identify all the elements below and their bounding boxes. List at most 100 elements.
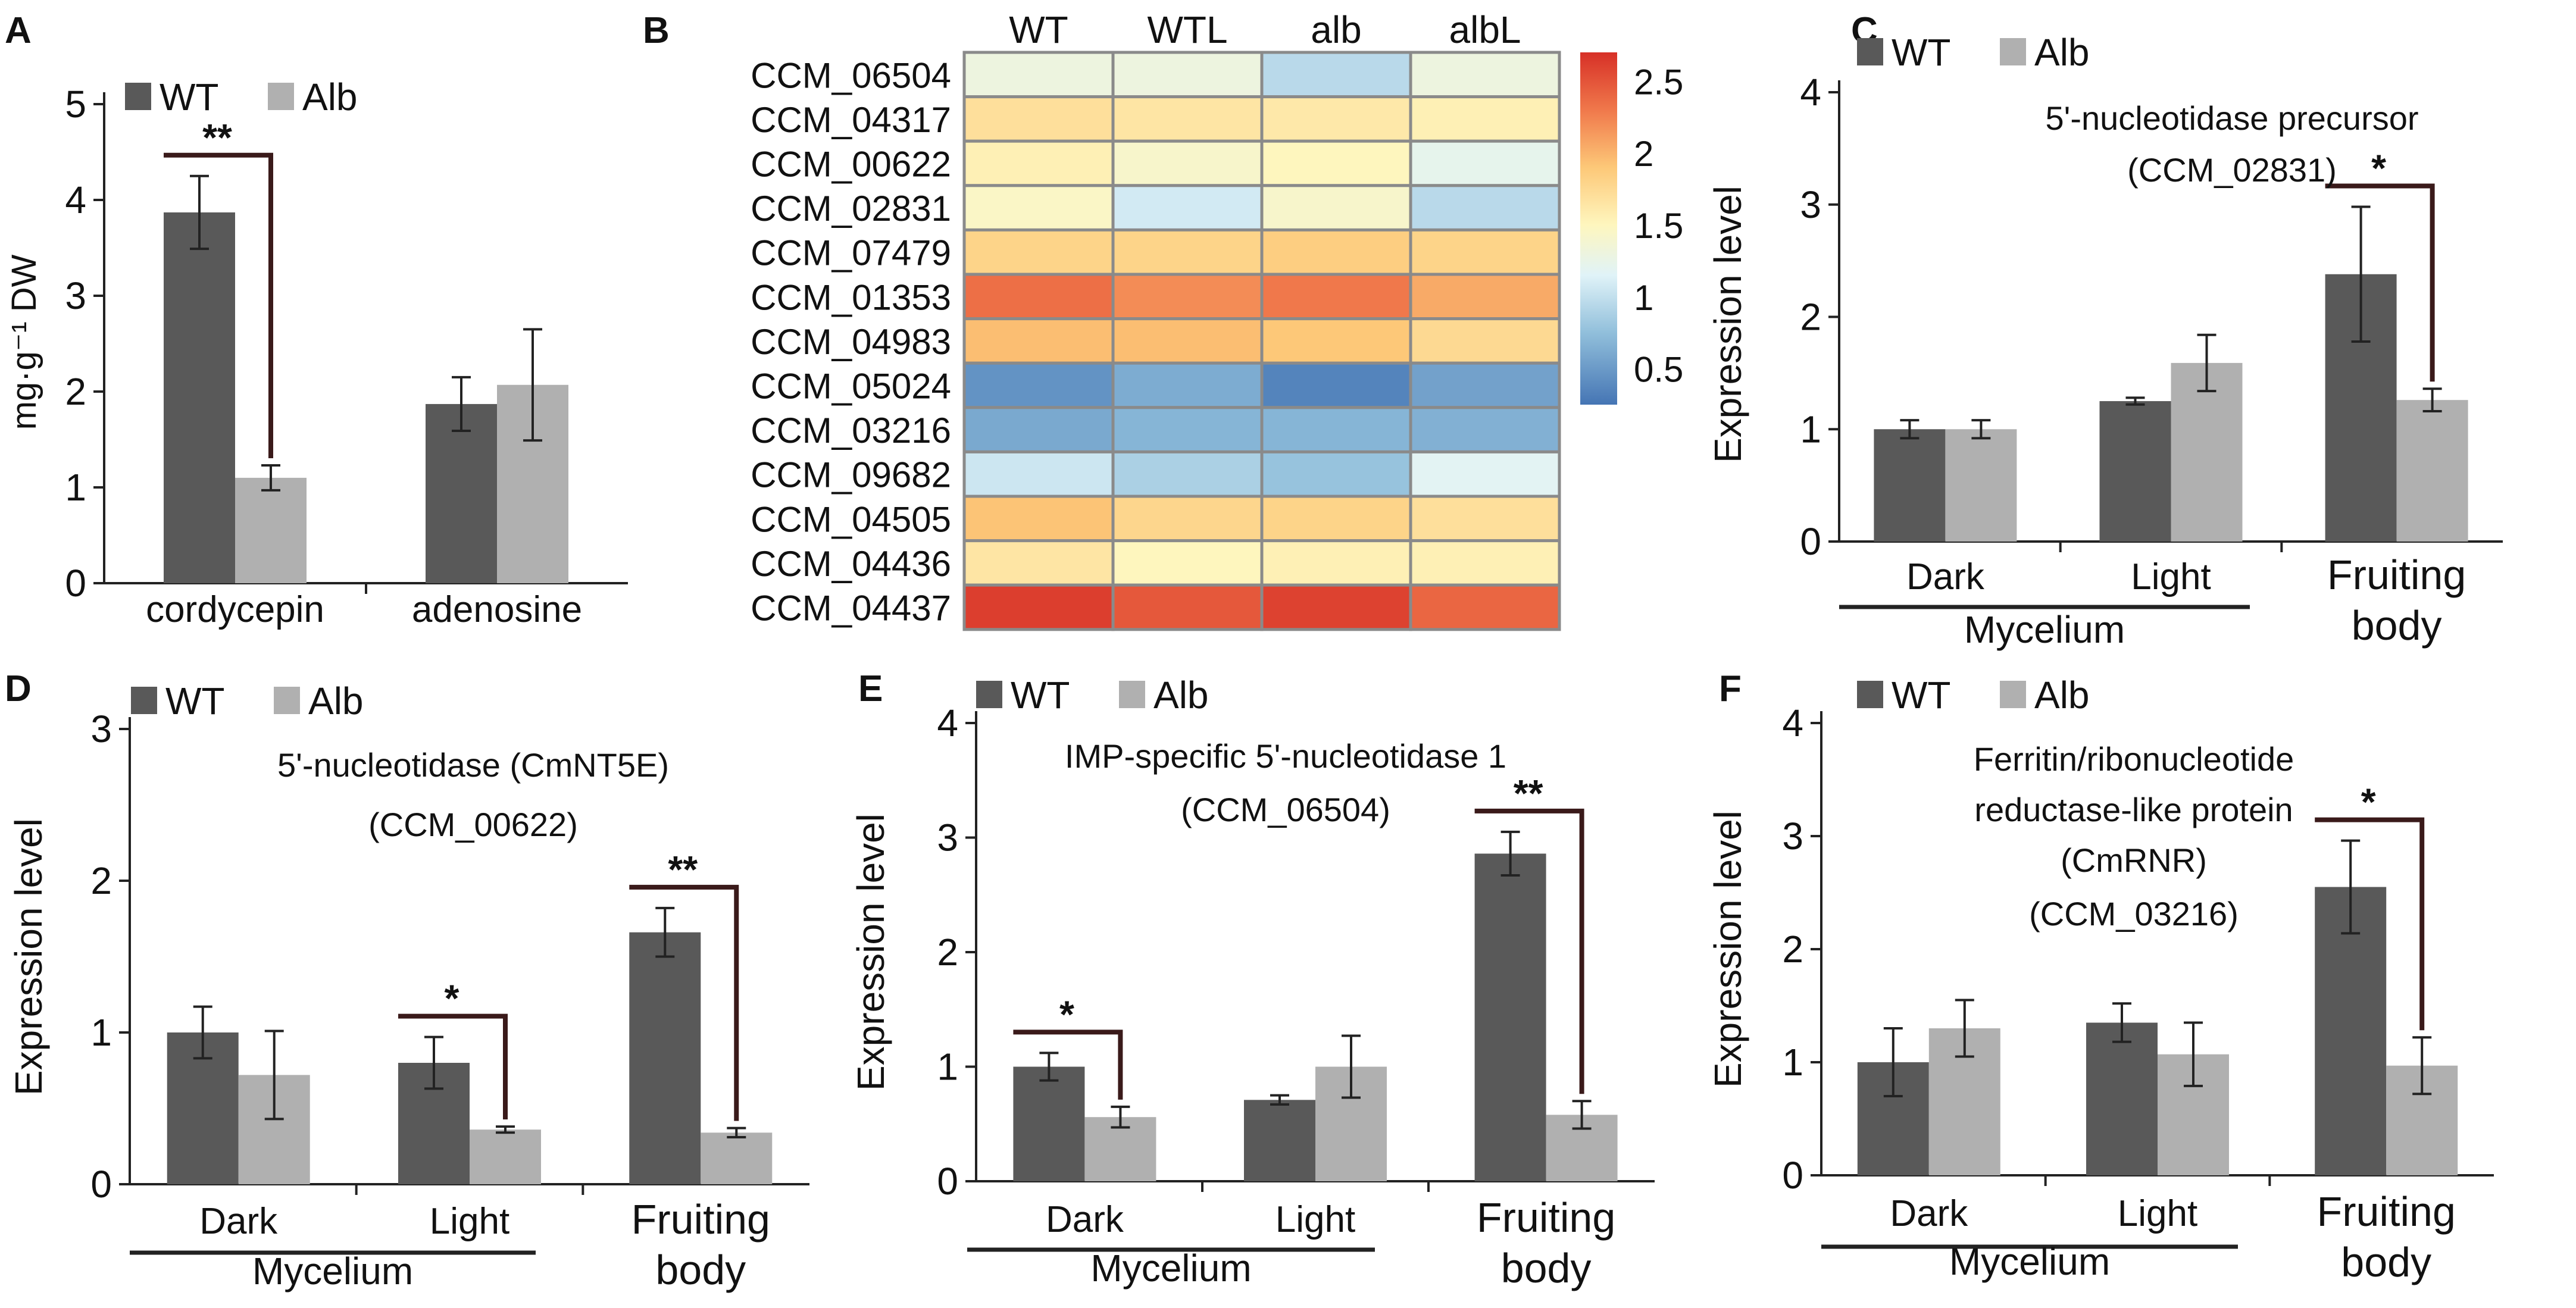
heatmap-cell: [1260, 361, 1412, 409]
bar-alb-1: [470, 1129, 541, 1184]
x-category-label: Fruiting: [632, 1196, 770, 1243]
y-tick-label: 0: [65, 562, 86, 605]
legend-label-alb: Alb: [2034, 674, 2090, 716]
heatmap-cell: [1260, 273, 1412, 321]
y-tick-label: 2: [1782, 928, 1803, 971]
legend-swatch-wt: [1857, 38, 1883, 65]
heatmap-cell: [1409, 361, 1561, 409]
y-tick-label: 3: [65, 274, 86, 317]
bar-wt-2: [1474, 853, 1546, 1181]
legend-swatch-wt: [125, 83, 151, 110]
significance-bracket: [164, 152, 273, 458]
panel-letter: D: [5, 668, 32, 709]
heatmap-cell: [1260, 228, 1412, 276]
chart-title-line: (CmRNR): [2061, 841, 2207, 879]
legend-swatch-alb: [268, 83, 294, 110]
y-tick-label: 0: [937, 1160, 958, 1203]
y-tick-label: 2: [90, 859, 112, 902]
heatmap-cell: [962, 273, 1115, 321]
x-category-label: body: [1501, 1245, 1592, 1291]
bar-alb-0: [1945, 429, 2017, 542]
heatmap-cell: [1260, 51, 1412, 99]
heatmap-cell: [1260, 139, 1412, 187]
y-tick-label: 1: [1800, 408, 1821, 450]
colorbar-tick-label: 2.5: [1634, 62, 1683, 102]
bar-wt-1: [1244, 1100, 1315, 1181]
colorbar-tick-label: 2: [1634, 134, 1653, 174]
x-category-label: adenosine: [412, 589, 582, 630]
x-category-label: body: [2352, 602, 2442, 649]
x-category-label: Light: [2131, 556, 2211, 597]
heatmap-row-label: CCM_05024: [751, 367, 951, 406]
chart-title-line: (CCM_06504): [1181, 791, 1390, 828]
bar-alb-2: [2396, 400, 2468, 542]
heatmap-row-label: CCM_02831: [751, 189, 951, 229]
heatmap-cell: [1409, 539, 1561, 587]
panel-b: B WT WTL alb albL CCM_06504 CCM_04317 CCM_00622…: [643, 8, 1683, 631]
legend-label-alb: Alb: [302, 76, 358, 118]
legend-swatch-wt: [1857, 681, 1883, 708]
bar-wt-1: [426, 403, 497, 583]
heatmap-cell: [1111, 51, 1264, 99]
heatmap-cell: [1260, 317, 1412, 365]
heatmap-cell: [1260, 450, 1412, 498]
y-tick-label: 1: [65, 466, 86, 509]
group-label: Mycelium: [1949, 1240, 2110, 1283]
heatmap-column-label: albL: [1449, 8, 1521, 51]
heatmap-cell: [1409, 184, 1561, 231]
heatmap-cell: [1260, 406, 1412, 453]
significance-label: *: [445, 977, 459, 1020]
heatmap-cell: [962, 539, 1115, 587]
heatmap-row-label: CCM_04983: [751, 322, 951, 362]
panel-letter: A: [5, 10, 32, 51]
heatmap-cell: [962, 406, 1115, 453]
bar-wt-0: [1013, 1066, 1085, 1181]
heatmap-cell: [962, 317, 1115, 365]
bar-wt-1: [2086, 1022, 2158, 1175]
legend-label-wt: WT: [1011, 674, 1070, 716]
x-category-label: Dark: [1046, 1199, 1124, 1240]
y-axis-label: Expression level: [849, 813, 892, 1091]
bar-alb-2: [701, 1132, 773, 1184]
heatmap-cell: [962, 139, 1115, 187]
heatmap-cell: [962, 583, 1115, 631]
heatmap-cell: [962, 495, 1115, 543]
chart-title-line: (CCM_00622): [368, 806, 578, 843]
heatmap-cell: [1409, 406, 1561, 453]
y-tick-label: 5: [65, 83, 86, 126]
colorbar-tick-label: 1: [1634, 278, 1653, 318]
significance-label: *: [2361, 781, 2376, 824]
y-tick-label: 1: [90, 1011, 112, 1054]
heatmap-cell: [1260, 539, 1412, 587]
significance-bracket: [2315, 817, 2425, 1031]
chart-title-line: 5'-nucleotidase precursor: [2045, 99, 2418, 137]
heatmap-cell: [962, 228, 1115, 276]
legend-swatch-alb: [274, 687, 300, 714]
legend-label-wt: WT: [1892, 31, 1951, 74]
heatmap-cell: [1111, 406, 1264, 453]
bar-wt-2: [2315, 887, 2387, 1175]
y-tick-label: 0: [1782, 1154, 1803, 1197]
x-category-label: body: [655, 1247, 746, 1293]
heatmap-cell: [962, 361, 1115, 409]
chart-title-line: IMP-specific 5'-nucleotidase 1: [1065, 737, 1506, 775]
colorbar-tick-label: 1.5: [1634, 206, 1683, 246]
heatmap-cell: [1260, 95, 1412, 143]
legend-label-alb: Alb: [308, 680, 364, 722]
x-category-label: Fruiting: [2316, 1188, 2455, 1235]
panel-letter: F: [1719, 668, 1742, 709]
heatmap-cell: [1111, 583, 1264, 631]
y-axis-label: Expression level: [1706, 811, 1749, 1088]
heatmap-cell: [1409, 317, 1561, 365]
heatmap-row-label: CCM_00622: [751, 145, 951, 184]
chart-title-line: Ferritin/ribonucleotide: [1974, 740, 2294, 778]
y-tick-label: 1: [937, 1046, 958, 1088]
group-label: Mycelium: [252, 1250, 413, 1293]
y-tick-label: 1: [1782, 1041, 1803, 1084]
bar-wt-1: [2099, 401, 2171, 542]
significance-bracket: [2325, 183, 2435, 382]
y-tick-label: 2: [1800, 296, 1821, 339]
legend-label-alb: Alb: [1153, 674, 1209, 716]
panel-f: F 0 1 2 3 4 Expression level * WT Alb Ferritin/rib…: [1706, 668, 2494, 1285]
